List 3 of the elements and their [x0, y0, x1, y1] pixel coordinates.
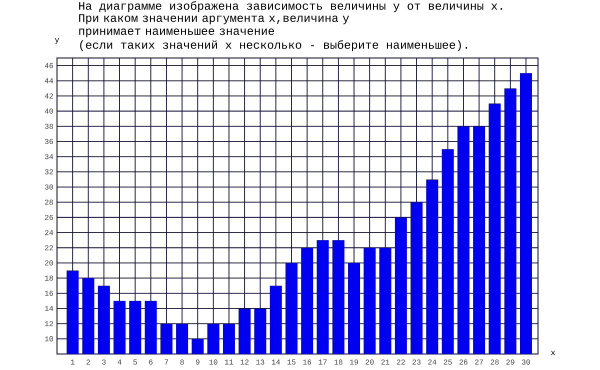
chart-subtitle: При каком значении аргумента x,величина y принимает наименьшее значение — [79, 14, 350, 38]
text: (если таких значений x несколько - выберите наименьшее). — [80, 40, 468, 52]
chart-title: На диаграмме изображена зависимость величины y от величины x. — [79, 1, 502, 12]
